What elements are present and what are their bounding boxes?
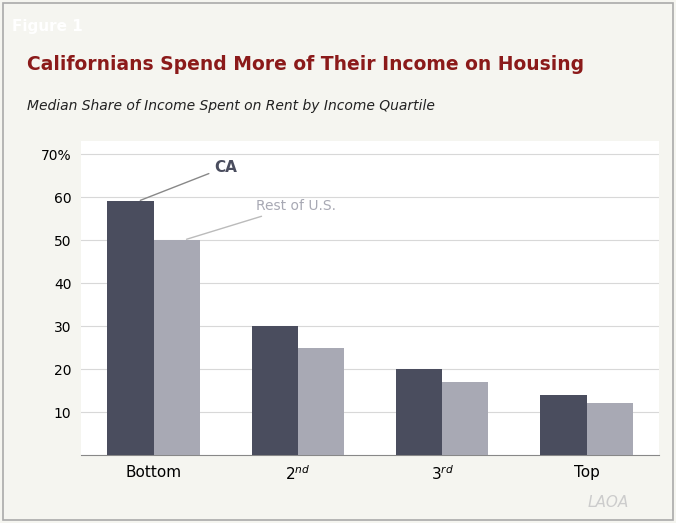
Bar [153, 240, 200, 455]
Text: Californians Spend More of Their Income on Housing: Californians Spend More of Their Income … [27, 55, 584, 74]
Bar [251, 326, 298, 455]
Bar [298, 348, 344, 455]
Text: CA: CA [141, 160, 237, 200]
Bar [107, 201, 153, 455]
Bar [396, 369, 442, 455]
Text: Median Share of Income Spent on Rent by Income Quartile: Median Share of Income Spent on Rent by … [27, 99, 435, 113]
Bar [540, 395, 587, 455]
Bar [442, 382, 489, 455]
Text: Rest of U.S.: Rest of U.S. [187, 199, 336, 239]
Text: LAOA: LAOA [587, 495, 629, 510]
Bar [587, 403, 633, 455]
Text: Figure 1: Figure 1 [12, 19, 82, 35]
